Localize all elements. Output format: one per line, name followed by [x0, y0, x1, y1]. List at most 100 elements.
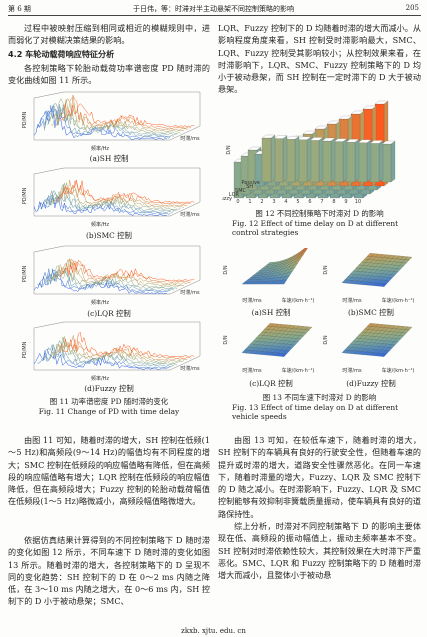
psd-curve	[37, 268, 171, 293]
x-axis-label: 频率/Hz	[91, 145, 109, 152]
bar-top	[362, 105, 377, 110]
bar-top	[309, 137, 324, 141]
x-tick-label: 7	[320, 199, 323, 205]
psd-curve	[61, 260, 195, 282]
bar-side	[330, 137, 336, 183]
bar-top	[374, 100, 389, 105]
figure-caption: 图 11 功率谱密度 PD 随时滞的变化	[49, 397, 169, 406]
psd-curve	[47, 336, 181, 364]
bar-top	[297, 136, 312, 140]
y-axis-label: D/N	[223, 265, 229, 275]
psd-curve	[50, 259, 185, 286]
subfig-label: (b)SMC 控制	[86, 231, 132, 240]
psd-curve	[33, 348, 168, 371]
bar-side	[282, 135, 288, 183]
bar-front	[285, 139, 296, 183]
surface-cell	[279, 279, 287, 285]
z-axis-label: 时滞/ms	[180, 211, 200, 218]
psd-curve	[57, 338, 191, 359]
psd-curve	[33, 270, 168, 295]
y-axis-label: PD/MN	[22, 187, 28, 204]
psd-curve	[50, 336, 185, 363]
running-title: 于日伟，等：时滞对半主动悬架不同控制策略的影响	[133, 5, 294, 13]
surface-cell	[279, 353, 287, 357]
bar-side	[366, 139, 372, 183]
bar-top	[357, 139, 372, 143]
paragraph: 综上分析，时滞对不同控制策略下 D 的影响主要体现在低、高频段的振动幅值上，振动…	[218, 521, 421, 581]
psd-curve	[57, 180, 191, 205]
bar-front	[357, 142, 368, 183]
bar-top	[261, 134, 276, 139]
x-tick-label: 6	[308, 199, 311, 205]
bar-top	[350, 110, 365, 115]
bar-top	[321, 137, 336, 142]
surface-plot: D/N 时滞/ms 车速/(km·h⁻¹)	[223, 248, 315, 304]
bar-side	[378, 140, 384, 183]
x-tick-label: 4	[284, 199, 287, 205]
x-axis-label: 时滞/ms	[342, 367, 362, 374]
psd-curve	[57, 258, 191, 283]
x-tick-label: 1	[248, 199, 251, 205]
bar-side	[390, 140, 396, 183]
z-axis-label: 车速/(km·h⁻¹)	[282, 367, 315, 374]
strategy-label: Fuzzy	[222, 196, 232, 202]
psd-curve	[44, 267, 178, 290]
figure-caption-en: Fig. 13 Effect of time delay on D at dif…	[232, 403, 399, 421]
psd-curve	[54, 97, 188, 131]
subfig-label: (a)SH 控制	[251, 308, 291, 317]
x-tick-label: 5	[296, 199, 299, 205]
x-axis-label: 频率/Hz	[91, 221, 109, 228]
x-tick-label: 3	[272, 199, 275, 205]
strategy-label: Passive	[242, 180, 261, 186]
axis-frame	[33, 245, 201, 295]
bar-front	[273, 138, 284, 183]
subfig-label: (d)Fuzzy 控制	[346, 379, 396, 388]
figure-caption: 图 13 不同车速下时滞对 D 的影响	[262, 393, 377, 402]
bar-front	[261, 137, 272, 183]
paragraph: 依据仿真结果计算得到的不同控制策略下 D 随时滞的变化如图 12 所示，不同车速…	[8, 535, 210, 607]
bar-front	[345, 142, 356, 183]
bar-front	[369, 143, 380, 183]
subfig-label: (b)SMC 控制	[348, 308, 394, 317]
bar-top	[338, 115, 353, 120]
bar-top	[333, 138, 348, 142]
strategy-label: LQR	[229, 192, 240, 198]
paragraph: 各控制策略下轮胎动载荷功率谱密度 PD 随时滞的变化曲线如图 11 所示。	[8, 63, 210, 86]
bar-front	[297, 139, 308, 183]
paragraph: 由图 13 可知，在较低车速下，随着时滞的增大，SH 控制下的车辆具有良好的行驶…	[218, 435, 421, 519]
y-axis-label: D/N	[323, 335, 329, 345]
z-axis-label: 车速/(km·h⁻¹)	[282, 297, 315, 304]
psd-curve	[37, 105, 171, 139]
subfig-label: (c)LQR 控制	[87, 309, 131, 318]
psd-curve	[61, 331, 195, 358]
y-axis-label: D/N	[223, 335, 229, 345]
x-axis-label: 时滞/ms	[242, 367, 262, 374]
psd-plot: PD/MN 频率/Hz 时滞/ms	[22, 245, 201, 306]
bar-front	[381, 143, 392, 183]
bar-top	[326, 120, 341, 125]
bar-side	[354, 139, 360, 183]
psd-curve	[37, 347, 171, 369]
y-axis-label: PD/MN	[22, 111, 28, 128]
header-rule	[8, 15, 421, 16]
bar-front	[333, 141, 344, 183]
x-tick-label: 9	[344, 199, 347, 205]
surface-plot: D/N 时滞/ms 车速/(km·h⁻¹)	[323, 253, 414, 304]
bar-top	[247, 146, 262, 151]
x-axis-label: 频率/Hz	[91, 375, 109, 382]
page-number: 205	[405, 4, 419, 12]
y-axis-label: D/N	[226, 145, 232, 155]
bar-side	[306, 136, 312, 183]
bar-side	[342, 138, 348, 183]
bar-top	[369, 140, 384, 144]
bar-top	[314, 125, 329, 130]
surface-plot: D/N 时滞/ms 车速/(km·h⁻¹)	[223, 323, 315, 374]
y-axis-label: PD/MN	[22, 265, 28, 282]
psd-plot: PD/MN 频率/Hz 时滞/ms	[22, 91, 201, 152]
x-tick-label: 0	[236, 199, 239, 205]
bar-top	[273, 135, 288, 139]
x-axis-label: 频率/Hz	[91, 299, 109, 306]
bar-front	[309, 140, 320, 183]
z-axis-label: 时滞/ms	[180, 135, 200, 142]
